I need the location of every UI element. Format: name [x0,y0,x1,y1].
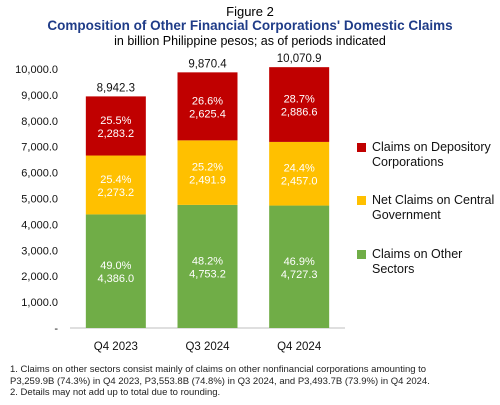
data-label-value: 2,625.4 [189,108,226,120]
legend-item: Claims on Other Sectors [357,247,497,277]
footnotes: 1. Claims on other sectors consist mainl… [10,364,495,399]
data-label-value: 2,457.0 [281,176,318,188]
bar-segment [177,140,238,205]
data-label-percent: 46.9% [284,256,315,268]
data-label-percent: 28.7% [284,94,315,106]
data-label-value: 2,886.6 [281,107,318,119]
bar-segment [85,96,146,156]
x-tick-label: Q3 2024 [185,341,230,353]
x-tick-label: Q4 2023 [94,341,138,353]
legend-label: Claims on Depository Corporations [372,140,491,169]
y-tick-label: 3,000.0 [21,245,58,257]
data-label-percent: 24.4% [284,163,315,175]
data-label-value: 2,491.9 [189,175,226,187]
chart-subtitle: in billion Philippine pesos; as of perio… [114,34,386,48]
chart-title: Composition of Other Financial Corporati… [47,18,453,33]
y-tick-label: 1,000.0 [21,297,58,309]
bar-segment [177,204,238,328]
legend-item: Claims on Depository Corporations [357,140,497,170]
bar-segment [85,214,146,328]
data-label-percent: 48.2% [192,255,223,267]
footnote-2: 2. Details may not add up to total due t… [10,387,221,398]
stacked-bar-chart: - 1,000.0 2,000.0 3,000.0 4,000.0 5,000.0 6,00… [15,53,345,353]
bar-total-label: 9,870.4 [188,58,227,70]
bar-total-label: 10,070.9 [277,53,322,65]
bar-segment [85,155,146,215]
x-tick-label: Q4 2024 [277,341,322,353]
data-label-percent: 25.5% [100,115,131,127]
bar-segment [177,72,238,141]
legend-swatch [357,250,366,259]
y-tick-label: 10,000.0 [15,64,58,76]
y-tick-label: - [54,323,58,335]
bar-total-label: 8,942.3 [97,82,135,94]
data-label-value: 2,283.2 [97,128,134,140]
y-tick-label: 4,000.0 [21,219,58,231]
data-label-percent: 49.0% [100,260,131,272]
y-tick-label: 2,000.0 [21,271,58,283]
legend-label: Claims on Other Sectors [372,247,463,276]
figure-label: Figure 2 [226,4,274,19]
data-label-value: 2,273.2 [97,187,134,199]
data-label-percent: 25.2% [192,162,223,174]
data-label-value: 4,386.0 [97,273,134,285]
bar-segment [269,205,330,328]
y-tick-label: 8,000.0 [21,116,58,128]
data-label-percent: 25.4% [100,174,131,186]
y-tick-label: 6,000.0 [21,168,58,180]
legend-item: Net Claims on Central Government [357,193,497,223]
bar-segment [269,141,330,206]
data-label-value: 4,727.3 [281,269,318,281]
legend-swatch [357,143,366,152]
data-label-value: 4,753.2 [189,268,226,280]
y-tick-label: 7,000.0 [21,142,58,154]
bar-segment [269,67,330,142]
data-label-percent: 26.6% [192,95,223,107]
y-tick-label: 5,000.0 [21,194,58,206]
legend-label: Net Claims on Central Government [372,193,495,222]
footnote-1: 1. Claims on other sectors consist mainl… [10,364,430,387]
y-tick-label: 9,000.0 [21,90,58,102]
legend-swatch [357,196,366,205]
